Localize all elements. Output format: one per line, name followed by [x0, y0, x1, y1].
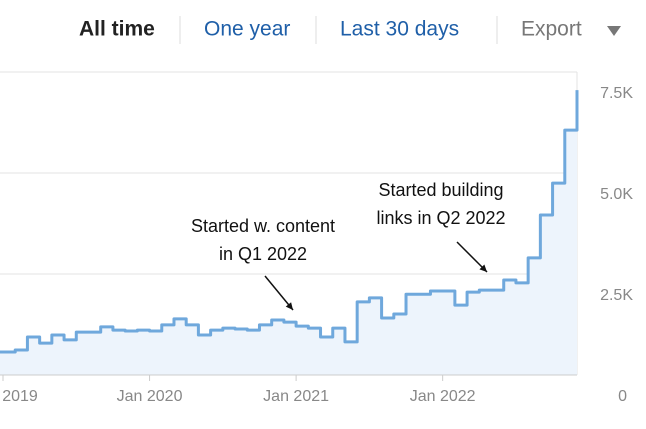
y-tick-label: 5.0K: [600, 186, 633, 203]
arrow-head: [285, 302, 293, 310]
export-button[interactable]: Export: [521, 18, 582, 41]
annotation-text: links in Q2 2022: [376, 208, 505, 228]
y-tick-label: 0: [618, 388, 627, 405]
dropdown-icon[interactable]: [607, 26, 621, 36]
line: [0, 90, 579, 354]
x-tick-label: Jan 2020: [117, 388, 183, 405]
tab-one-year[interactable]: One year: [204, 18, 290, 41]
y-tick-label: 7.5K: [600, 85, 633, 102]
arrow-head: [479, 264, 487, 272]
area: [0, 90, 577, 376]
tab-last-30-days[interactable]: Last 30 days: [340, 18, 459, 41]
x-tick-label: Jan 2022: [410, 388, 476, 405]
annotation-text: Started building: [378, 180, 503, 200]
annotation-arrow: [264, 275, 294, 311]
x-tick-label: 2019: [2, 388, 38, 405]
y-tick-label: 2.5K: [600, 287, 633, 304]
x-tick-label: Jan 2021: [263, 388, 329, 405]
tab-all-time[interactable]: All time: [79, 18, 155, 41]
annotation-text: in Q1 2022: [219, 244, 307, 264]
annotation-text: Started w. content: [191, 216, 335, 236]
